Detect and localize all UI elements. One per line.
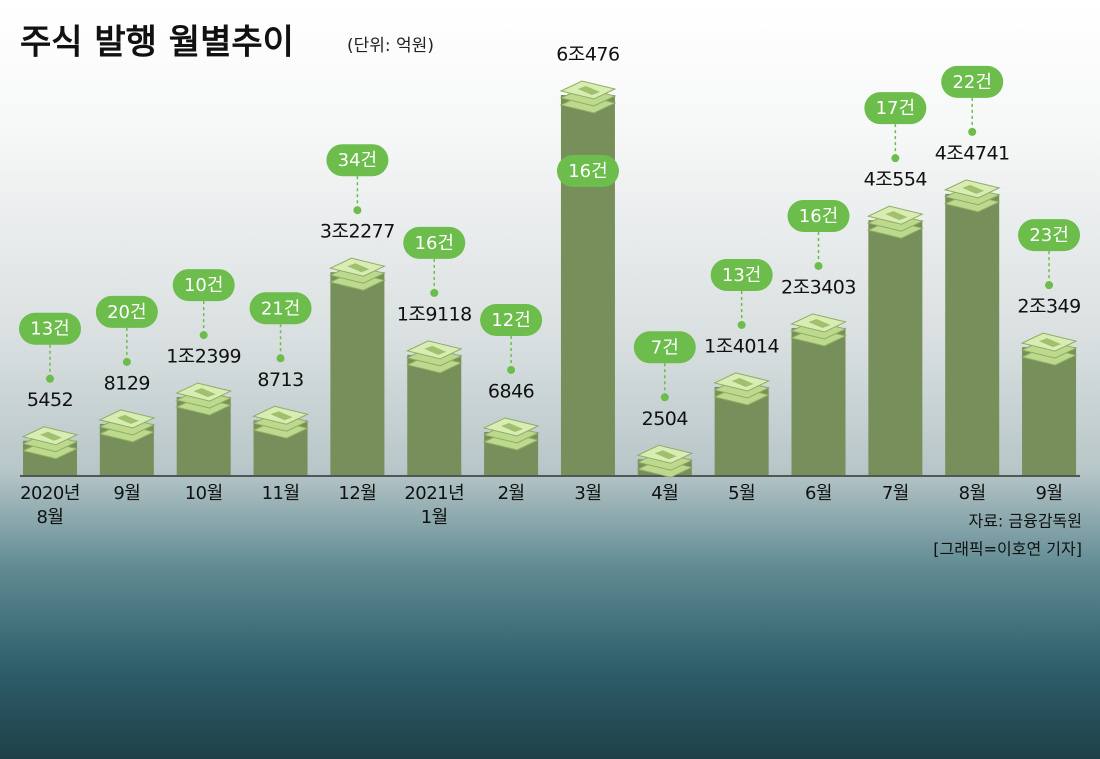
connector-dot [199, 331, 208, 340]
count-pill [710, 258, 773, 291]
x-tick-label: 10월 [184, 483, 223, 504]
x-tick-label: 5월 [728, 483, 756, 504]
x-tick-label: 9월 [1035, 483, 1064, 504]
connector-dot [660, 393, 669, 402]
count-pill [556, 155, 619, 187]
x-tick-label: 12월 [338, 483, 377, 504]
money-band [731, 377, 754, 387]
count-label: 10건 [184, 275, 223, 296]
count-pill [403, 226, 466, 259]
connector-dot [46, 374, 54, 383]
money-band [962, 184, 985, 194]
unit-label: (단위: 억원) [347, 36, 434, 56]
money-band [424, 345, 447, 355]
connector-dot [430, 288, 439, 297]
value-label: 4조4741 [935, 142, 1010, 164]
count-label: 12건 [491, 310, 530, 331]
connector-dot [276, 354, 285, 363]
count-pill [941, 65, 1004, 98]
value-label: 2504 [642, 408, 689, 430]
value-label: 8129 [104, 372, 150, 394]
connector-dot [814, 261, 823, 270]
count-label: 17건 [876, 98, 915, 119]
count-label: 21건 [261, 298, 300, 319]
x-tick-label: 2월 [497, 483, 526, 504]
x-tick-label: 2021년 1월 [404, 483, 465, 528]
money-band [501, 422, 524, 432]
connector-dot [122, 357, 131, 366]
credit: [그래픽=이호연 기자] [933, 540, 1082, 559]
bar [1022, 347, 1077, 475]
connector-dot [891, 154, 900, 163]
money-band [577, 86, 600, 95]
count-pill [864, 92, 927, 125]
bar [407, 354, 462, 475]
source: 자료: 금융감독원 [968, 512, 1082, 531]
value-label: 1조2399 [166, 346, 241, 368]
count-pill [787, 199, 850, 232]
count-pill [172, 269, 235, 302]
x-tick-label: 6월 [804, 483, 833, 504]
count-pill [1018, 219, 1081, 252]
value-label: 1조4014 [704, 335, 779, 357]
value-label: 6조476 [556, 44, 619, 66]
count-label: 22건 [952, 72, 991, 93]
connector-dot [353, 206, 362, 215]
count-pill [249, 292, 312, 325]
count-pill [19, 312, 81, 345]
bar [791, 327, 846, 475]
money-band [40, 431, 62, 441]
x-tick-label: 3월 [574, 483, 602, 504]
money-band [808, 318, 831, 328]
value-label: 2조349 [1017, 296, 1080, 318]
bar [330, 272, 385, 475]
money-band [270, 411, 293, 421]
count-label: 20건 [107, 302, 146, 323]
count-label: 16건 [415, 233, 454, 254]
money-band [1039, 338, 1062, 348]
count-label: 13건 [30, 319, 69, 340]
count-label: 13건 [722, 265, 761, 286]
connector-dot [507, 365, 516, 374]
connector-dot [1045, 281, 1054, 290]
count-label: 16건 [568, 161, 607, 182]
x-tick-label: 11월 [261, 483, 300, 504]
value-label: 3조2277 [320, 221, 395, 243]
value-label: 6846 [488, 380, 534, 402]
count-pill [95, 295, 158, 328]
value-label: 4조554 [864, 169, 928, 191]
count-pill [633, 331, 696, 364]
bar [945, 193, 1000, 476]
connector-dot [968, 127, 977, 136]
count-pill [480, 303, 543, 336]
money-band [654, 450, 677, 460]
value-label: 8713 [257, 369, 303, 391]
count-label: 34건 [338, 150, 377, 171]
money-band [193, 388, 216, 398]
x-tick-label: 7월 [881, 483, 910, 504]
bar [560, 95, 615, 475]
value-label: 2조3403 [781, 276, 856, 298]
count-label: 23건 [1029, 225, 1068, 246]
money-band [116, 414, 139, 424]
x-tick-label: 2020년 8월 [20, 483, 80, 528]
chart-title: 주식 발행 월별추이 [20, 23, 294, 63]
count-label: 7건 [651, 337, 679, 358]
connector-dot [737, 320, 746, 329]
x-tick-label: 8월 [958, 483, 987, 504]
money-band [885, 211, 908, 221]
x-tick-label: 9월 [113, 483, 141, 504]
bar [868, 220, 923, 475]
count-pill [326, 144, 389, 177]
x-tick-label: 4월 [651, 483, 679, 504]
money-band [347, 263, 370, 273]
count-label: 16건 [799, 206, 838, 227]
value-label: 1조9118 [397, 303, 472, 325]
value-label: 5452 [27, 389, 73, 411]
